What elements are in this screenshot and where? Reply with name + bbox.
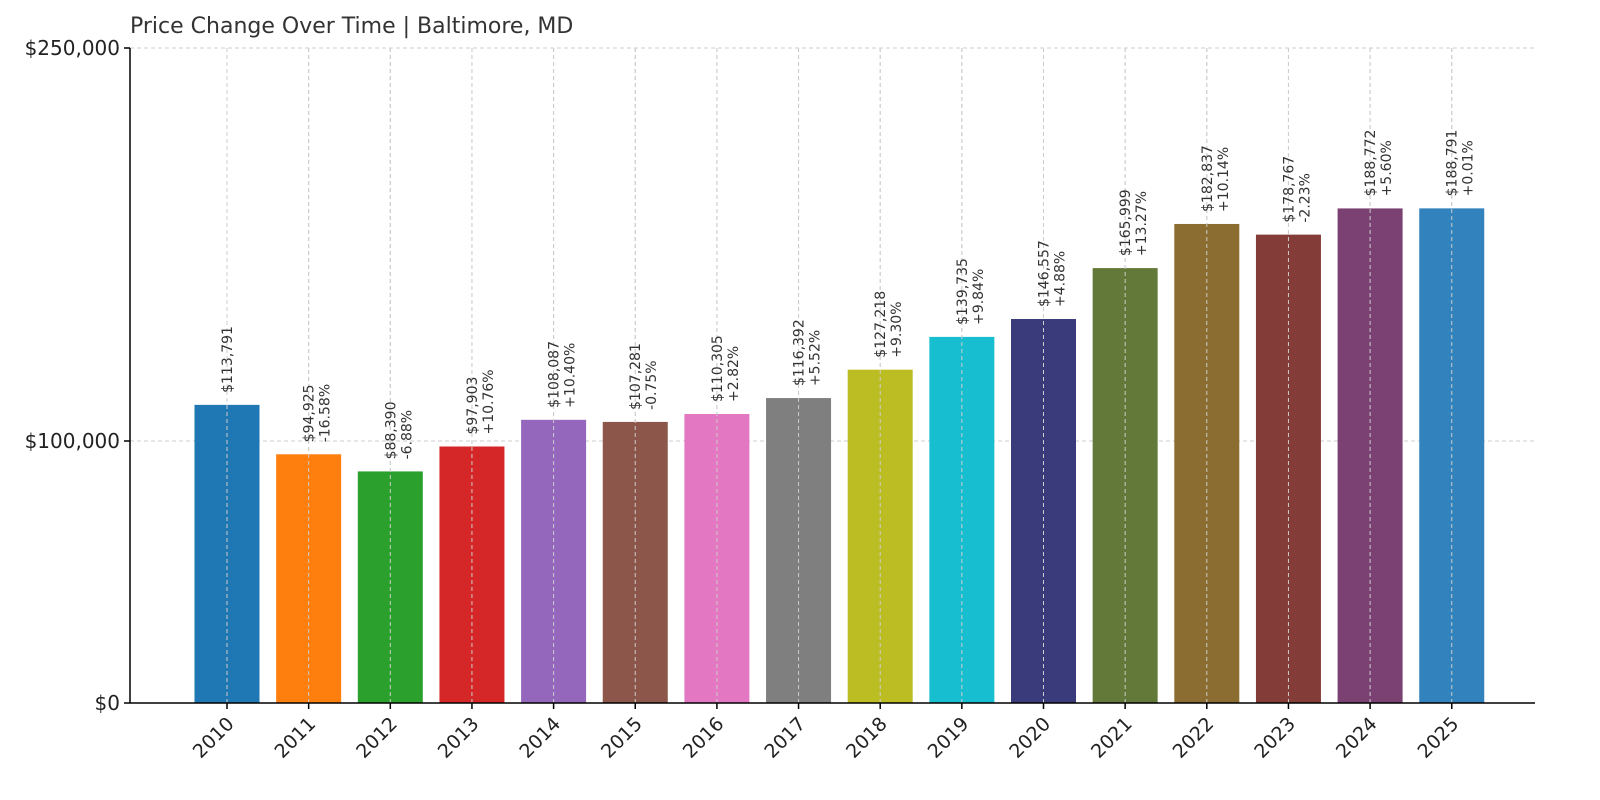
x-tick-label: 2023 xyxy=(1250,713,1300,763)
change-label: +2.82% xyxy=(726,346,742,402)
change-label: +13.27% xyxy=(1134,191,1150,256)
x-tick-label: 2019 xyxy=(924,713,974,763)
value-label: $188,791 xyxy=(1445,130,1461,197)
x-tick-label: 2018 xyxy=(842,713,892,763)
value-label: $108,087 xyxy=(547,341,563,408)
change-label: +10.76% xyxy=(481,369,497,434)
value-label: $165,999 xyxy=(1118,189,1134,256)
change-label: +0.01% xyxy=(1461,140,1477,196)
value-label: $88,390 xyxy=(383,402,399,460)
value-label: $94,925 xyxy=(302,384,318,442)
value-label: $110,305 xyxy=(710,335,726,402)
change-label: -0.75% xyxy=(644,360,660,410)
x-tick-label: 2016 xyxy=(679,713,729,763)
y-tick-label: $0 xyxy=(95,691,120,715)
bar-2011 xyxy=(276,454,342,703)
change-label: +9.84% xyxy=(971,269,987,325)
value-label: $182,837 xyxy=(1200,145,1216,212)
value-label: $178,767 xyxy=(1281,156,1297,223)
x-tick-label: 2017 xyxy=(760,713,810,763)
value-label: $113,791 xyxy=(220,326,236,393)
change-label: -6.88% xyxy=(399,410,415,460)
change-label: -16.58% xyxy=(318,384,334,442)
y-tick-label: $250,000 xyxy=(25,36,120,60)
change-label: +10.14% xyxy=(1216,147,1232,212)
x-tick-label: 2012 xyxy=(352,713,402,763)
x-tick-label: 2021 xyxy=(1087,713,1137,763)
change-label: +9.30% xyxy=(889,301,905,357)
y-tick-label: $100,000 xyxy=(25,429,120,453)
x-tick-label: 2015 xyxy=(597,713,647,763)
value-label: $97,903 xyxy=(465,377,481,435)
value-label: $127,218 xyxy=(873,291,889,358)
value-label: $116,392 xyxy=(792,319,808,386)
x-tick-label: 2025 xyxy=(1414,713,1464,763)
change-label: -2.23% xyxy=(1297,173,1313,223)
value-label: $107,281 xyxy=(628,343,644,410)
x-tick-label: 2010 xyxy=(189,713,239,763)
change-label: +5.60% xyxy=(1379,140,1395,196)
x-tick-label: 2014 xyxy=(515,713,565,763)
chart-title: Price Change Over Time | Baltimore, MD xyxy=(130,14,574,39)
value-label: $146,557 xyxy=(1037,240,1053,307)
value-label: $139,735 xyxy=(955,258,971,325)
x-tick-label: 2013 xyxy=(434,713,484,763)
change-label: +10.40% xyxy=(563,343,579,408)
change-label: +5.52% xyxy=(808,330,824,386)
x-tick-label: 2024 xyxy=(1332,713,1382,763)
x-tick-label: 2020 xyxy=(1005,713,1055,763)
x-tick-label: 2011 xyxy=(270,713,320,763)
bar-2018 xyxy=(847,369,913,703)
x-tick-label: 2022 xyxy=(1169,713,1219,763)
value-label: $188,772 xyxy=(1363,130,1379,197)
change-label: +4.88% xyxy=(1053,251,1069,307)
